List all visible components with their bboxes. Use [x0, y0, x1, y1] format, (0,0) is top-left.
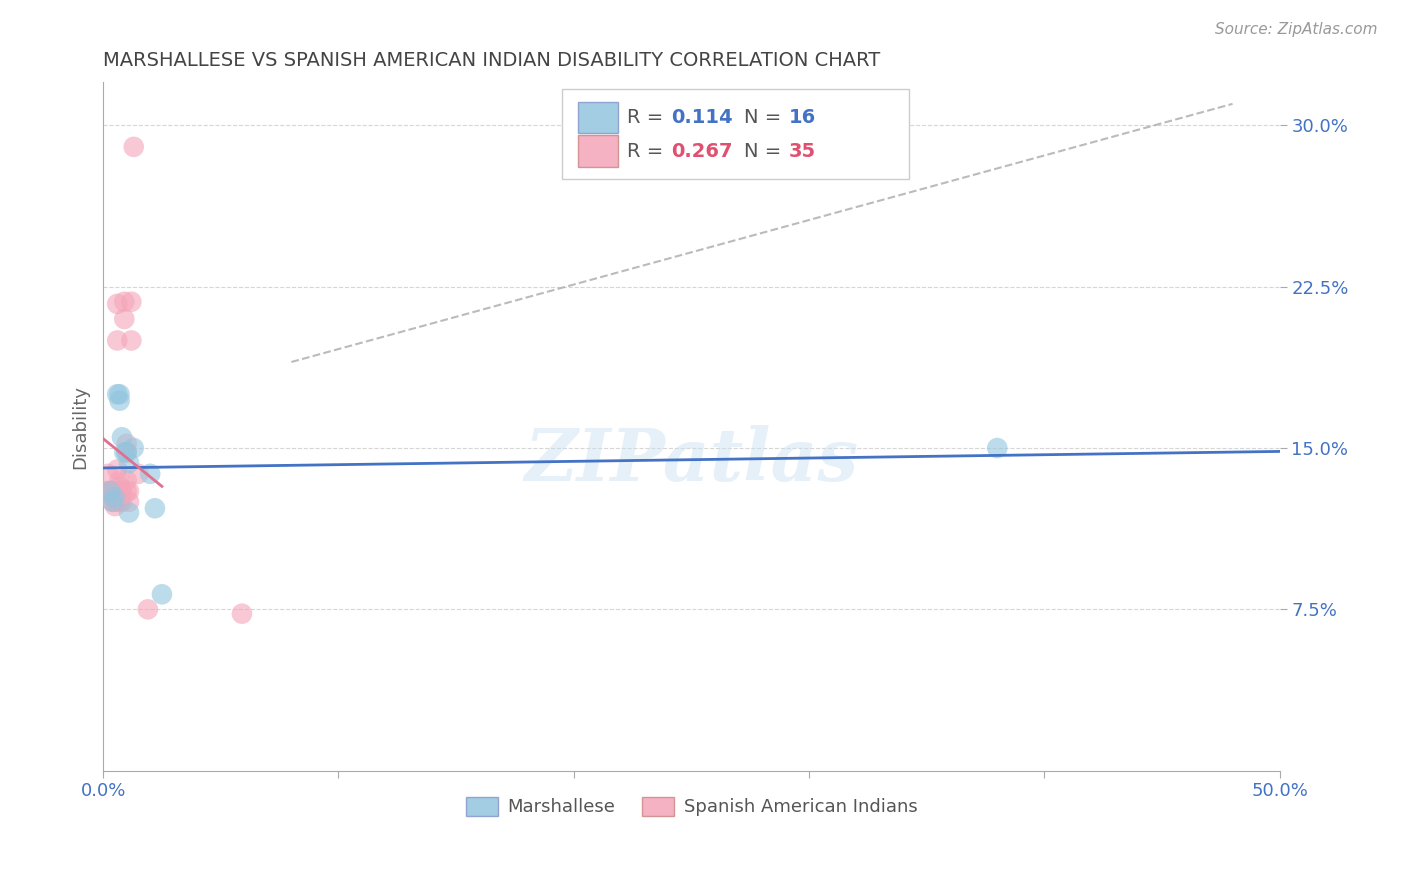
Point — [98, 484, 121, 499]
Point — [115, 436, 138, 450]
Point — [115, 484, 138, 499]
Point — [127, 467, 149, 481]
Point — [104, 484, 127, 499]
Point — [118, 506, 141, 520]
Text: MARSHALLESE VS SPANISH AMERICAN INDIAN DISABILITY CORRELATION CHART: MARSHALLESE VS SPANISH AMERICAN INDIAN D… — [103, 51, 880, 70]
Point — [115, 445, 138, 459]
Point — [986, 441, 1008, 455]
Point — [231, 607, 253, 621]
Text: ZIPatlas: ZIPatlas — [524, 425, 859, 497]
Text: Source: ZipAtlas.com: Source: ZipAtlas.com — [1215, 22, 1378, 37]
Point — [105, 297, 128, 311]
Point — [104, 495, 127, 509]
FancyBboxPatch shape — [578, 136, 619, 167]
Point — [111, 484, 134, 499]
Point — [104, 491, 127, 505]
Point — [143, 501, 166, 516]
Point — [122, 140, 145, 154]
Point — [112, 294, 135, 309]
Point — [122, 441, 145, 455]
Point — [112, 445, 135, 459]
Text: 0.267: 0.267 — [672, 142, 733, 161]
FancyBboxPatch shape — [578, 102, 619, 133]
Point — [136, 602, 159, 616]
FancyBboxPatch shape — [562, 89, 910, 178]
Point — [101, 484, 124, 499]
Text: 16: 16 — [789, 108, 817, 127]
Point — [97, 467, 120, 481]
Point — [105, 334, 128, 348]
Y-axis label: Disability: Disability — [72, 384, 89, 468]
Point — [98, 484, 121, 499]
Point — [105, 462, 128, 476]
Point — [115, 445, 138, 459]
Point — [120, 334, 142, 348]
Point — [118, 484, 141, 499]
Point — [98, 488, 121, 502]
Point — [101, 495, 124, 509]
Point — [108, 473, 131, 487]
Point — [112, 312, 135, 326]
Point — [108, 484, 131, 499]
Text: N =: N = — [744, 142, 782, 161]
Text: 35: 35 — [789, 142, 815, 161]
Point — [108, 495, 131, 509]
Point — [150, 587, 173, 601]
Point — [98, 484, 121, 499]
Text: 0.114: 0.114 — [672, 108, 733, 127]
Point — [104, 491, 127, 505]
Point — [105, 387, 128, 401]
Point — [104, 499, 127, 513]
Point — [108, 387, 131, 401]
Text: R =: R = — [627, 142, 662, 161]
Point — [115, 473, 138, 487]
Point — [111, 495, 134, 509]
Point — [101, 495, 124, 509]
Point — [108, 393, 131, 408]
Legend: Marshallese, Spanish American Indians: Marshallese, Spanish American Indians — [458, 789, 925, 823]
Point — [120, 294, 142, 309]
Point — [108, 480, 131, 494]
Point — [108, 488, 131, 502]
Text: N =: N = — [744, 108, 782, 127]
Point — [139, 467, 162, 481]
Point — [111, 430, 134, 444]
Point — [118, 495, 141, 509]
Point — [118, 456, 141, 470]
Text: R =: R = — [627, 108, 662, 127]
Point — [94, 484, 117, 499]
